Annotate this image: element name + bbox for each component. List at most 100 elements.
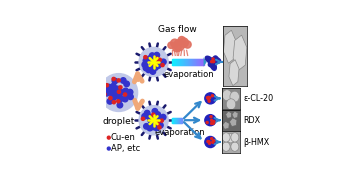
Circle shape bbox=[178, 36, 185, 44]
Circle shape bbox=[112, 101, 116, 104]
Circle shape bbox=[109, 97, 112, 100]
Circle shape bbox=[211, 61, 213, 63]
Text: AP, etc: AP, etc bbox=[111, 144, 140, 153]
Circle shape bbox=[117, 79, 120, 82]
Circle shape bbox=[212, 58, 214, 60]
Circle shape bbox=[112, 90, 118, 95]
Circle shape bbox=[212, 60, 214, 63]
Circle shape bbox=[152, 113, 155, 116]
Circle shape bbox=[123, 88, 128, 94]
Circle shape bbox=[155, 120, 158, 123]
Circle shape bbox=[139, 106, 168, 135]
Circle shape bbox=[107, 99, 113, 104]
Circle shape bbox=[108, 90, 114, 95]
Circle shape bbox=[173, 43, 181, 52]
Circle shape bbox=[118, 96, 123, 101]
Circle shape bbox=[152, 114, 157, 120]
Circle shape bbox=[144, 110, 150, 116]
Circle shape bbox=[144, 56, 147, 59]
Circle shape bbox=[120, 78, 126, 83]
Text: evaporation: evaporation bbox=[164, 70, 215, 79]
Circle shape bbox=[149, 59, 155, 64]
Circle shape bbox=[155, 112, 160, 117]
Circle shape bbox=[107, 136, 110, 139]
Circle shape bbox=[158, 122, 163, 128]
Circle shape bbox=[127, 89, 133, 95]
Circle shape bbox=[208, 141, 210, 143]
Circle shape bbox=[142, 114, 148, 119]
Circle shape bbox=[207, 140, 209, 143]
Circle shape bbox=[158, 61, 163, 66]
Circle shape bbox=[149, 63, 155, 68]
Circle shape bbox=[206, 97, 208, 99]
Circle shape bbox=[208, 142, 211, 144]
Circle shape bbox=[205, 136, 216, 148]
Circle shape bbox=[124, 81, 129, 87]
Circle shape bbox=[122, 96, 128, 102]
Circle shape bbox=[153, 58, 158, 64]
Circle shape bbox=[158, 126, 161, 129]
Circle shape bbox=[155, 61, 158, 65]
Circle shape bbox=[184, 41, 191, 48]
Circle shape bbox=[107, 147, 110, 150]
Circle shape bbox=[212, 122, 214, 124]
Circle shape bbox=[213, 121, 215, 123]
Circle shape bbox=[160, 114, 166, 120]
Circle shape bbox=[109, 87, 115, 92]
Circle shape bbox=[149, 53, 155, 58]
Circle shape bbox=[179, 38, 188, 47]
Text: RDX: RDX bbox=[243, 116, 260, 125]
Text: Cu-en: Cu-en bbox=[111, 133, 136, 142]
Circle shape bbox=[151, 118, 157, 123]
Text: droplet: droplet bbox=[103, 117, 135, 126]
Circle shape bbox=[117, 93, 122, 98]
Circle shape bbox=[155, 57, 158, 60]
Circle shape bbox=[111, 83, 116, 89]
Circle shape bbox=[174, 40, 184, 51]
Circle shape bbox=[208, 100, 210, 102]
Circle shape bbox=[117, 102, 122, 108]
Circle shape bbox=[152, 108, 158, 114]
Text: ε-CL-20: ε-CL-20 bbox=[243, 94, 273, 103]
Circle shape bbox=[205, 93, 216, 104]
Circle shape bbox=[156, 122, 159, 125]
Circle shape bbox=[213, 60, 215, 63]
Circle shape bbox=[144, 124, 149, 129]
Circle shape bbox=[125, 92, 130, 97]
Circle shape bbox=[147, 56, 152, 61]
Circle shape bbox=[112, 77, 115, 81]
Circle shape bbox=[147, 114, 152, 120]
Circle shape bbox=[156, 63, 161, 68]
Circle shape bbox=[105, 84, 109, 87]
Circle shape bbox=[119, 90, 124, 95]
Circle shape bbox=[111, 95, 117, 101]
Text: β-HMX: β-HMX bbox=[243, 138, 269, 146]
Circle shape bbox=[142, 62, 148, 67]
Circle shape bbox=[155, 116, 160, 122]
Circle shape bbox=[158, 58, 161, 61]
Circle shape bbox=[143, 58, 149, 63]
Circle shape bbox=[153, 63, 156, 66]
Circle shape bbox=[103, 87, 109, 93]
Circle shape bbox=[207, 96, 209, 98]
Circle shape bbox=[211, 119, 213, 121]
Circle shape bbox=[146, 67, 151, 73]
Circle shape bbox=[119, 86, 122, 89]
Circle shape bbox=[148, 118, 153, 123]
Circle shape bbox=[212, 60, 214, 62]
Circle shape bbox=[207, 98, 209, 100]
Circle shape bbox=[139, 47, 168, 77]
Circle shape bbox=[150, 124, 156, 130]
Circle shape bbox=[208, 97, 211, 99]
Circle shape bbox=[114, 86, 120, 92]
Circle shape bbox=[168, 42, 174, 48]
Circle shape bbox=[171, 39, 179, 47]
Polygon shape bbox=[205, 56, 221, 70]
Text: evaporation: evaporation bbox=[155, 128, 205, 137]
Circle shape bbox=[211, 138, 213, 140]
Circle shape bbox=[211, 122, 213, 125]
Circle shape bbox=[205, 115, 216, 126]
Circle shape bbox=[154, 52, 159, 58]
Circle shape bbox=[143, 65, 149, 71]
Circle shape bbox=[124, 93, 127, 96]
